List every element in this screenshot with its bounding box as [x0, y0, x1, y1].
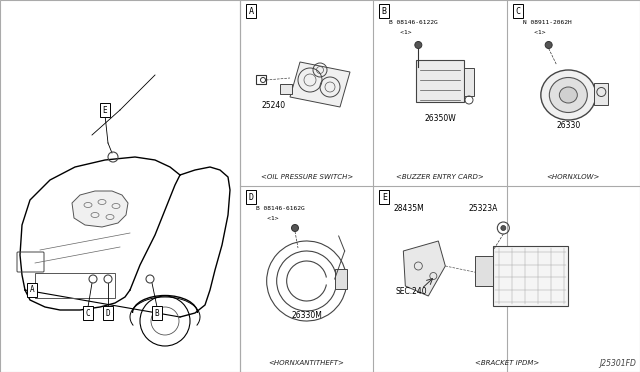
Text: B: B	[155, 308, 159, 317]
Text: A: A	[248, 6, 253, 16]
Circle shape	[501, 225, 506, 231]
Ellipse shape	[549, 77, 588, 112]
Text: 26330M: 26330M	[291, 311, 322, 321]
Text: J25301FD: J25301FD	[599, 359, 636, 368]
Text: E: E	[102, 106, 108, 115]
Text: D: D	[106, 308, 110, 317]
Text: B: B	[382, 6, 387, 16]
Bar	[595, 83, 609, 105]
Text: 26330: 26330	[556, 121, 580, 129]
Bar	[0, 0, 240, 372]
Text: E: E	[382, 192, 387, 202]
Text: 25240: 25240	[262, 100, 286, 109]
Ellipse shape	[541, 70, 596, 120]
Text: <HORNXLOW>: <HORNXLOW>	[547, 174, 600, 180]
Circle shape	[415, 42, 422, 48]
Bar	[464, 68, 474, 96]
Polygon shape	[290, 62, 350, 107]
Circle shape	[545, 42, 552, 48]
Text: <HORNXANTITHEFT>: <HORNXANTITHEFT>	[269, 360, 344, 366]
Bar	[240, 0, 640, 372]
Text: B 08146-6162G: B 08146-6162G	[256, 205, 305, 211]
Bar	[493, 246, 568, 306]
Text: D: D	[248, 192, 253, 202]
Ellipse shape	[559, 87, 577, 103]
Text: SEC.240: SEC.240	[396, 286, 427, 295]
Text: C: C	[86, 308, 90, 317]
Bar	[335, 269, 347, 289]
Text: <1>: <1>	[256, 215, 278, 221]
Text: C: C	[515, 6, 520, 16]
Text: 25323A: 25323A	[468, 203, 498, 212]
Text: B 08146-6122G: B 08146-6122G	[389, 19, 438, 25]
Bar	[476, 256, 493, 286]
Text: 28435M: 28435M	[394, 203, 424, 212]
Polygon shape	[72, 191, 128, 227]
Text: <1>: <1>	[523, 29, 545, 35]
Text: N 08911-2062H: N 08911-2062H	[523, 19, 572, 25]
Bar	[416, 60, 464, 102]
Bar	[256, 75, 266, 84]
Text: <1>: <1>	[389, 29, 412, 35]
Polygon shape	[403, 241, 445, 296]
Bar	[280, 84, 292, 94]
Circle shape	[291, 224, 298, 231]
Text: 26350W: 26350W	[424, 113, 456, 122]
Text: <BRACKET IPDM>: <BRACKET IPDM>	[474, 360, 539, 366]
Text: <OIL PRESSURE SWITCH>: <OIL PRESSURE SWITCH>	[260, 174, 353, 180]
Text: <BUZZER ENTRY CARD>: <BUZZER ENTRY CARD>	[396, 174, 484, 180]
Bar	[35, 273, 115, 298]
Text: A: A	[29, 285, 35, 295]
